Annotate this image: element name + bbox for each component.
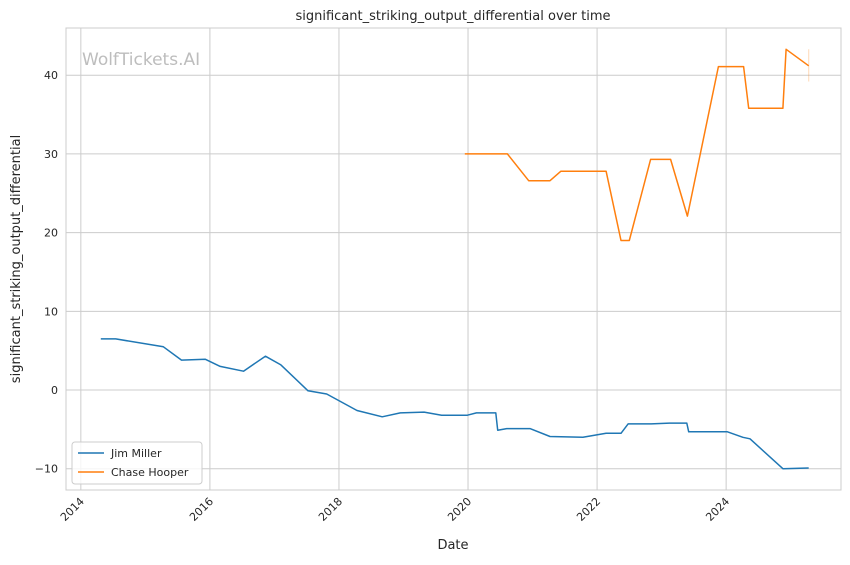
y-tick-label: 20 [44, 227, 58, 240]
y-tick-label: −10 [35, 463, 58, 476]
plot-area [65, 27, 842, 491]
legend: Jim Miller Chase Hooper [71, 441, 203, 485]
y-tick-label: 10 [44, 305, 58, 318]
x-tick-label: 2020 [445, 495, 474, 524]
legend-box [71, 441, 203, 485]
series-line-jim-miller [100, 338, 809, 470]
chart-title: significant_striking_output_differential… [296, 9, 611, 24]
legend-label-chase-hooper: Chase Hooper [111, 466, 189, 479]
series-line-chase-hooper [464, 48, 810, 242]
y-tick-label: 30 [44, 148, 58, 161]
x-tick-label: 2016 [187, 495, 216, 524]
x-tick-label: 2024 [703, 495, 732, 524]
x-axis-label: Date [437, 538, 468, 553]
watermark: WolfTickets.AI [82, 50, 200, 70]
y-axis-label: significant_striking_output_differential [9, 135, 24, 383]
x-tick-label: 2018 [316, 495, 345, 524]
x-tick-label: 2022 [574, 495, 603, 524]
legend-label-jim-miller: Jim Miller [110, 447, 162, 460]
series-lines [100, 48, 810, 470]
x-tick-label: 2014 [58, 495, 87, 524]
y-tick-label: 40 [44, 69, 58, 82]
y-tick-label: 0 [51, 384, 58, 397]
